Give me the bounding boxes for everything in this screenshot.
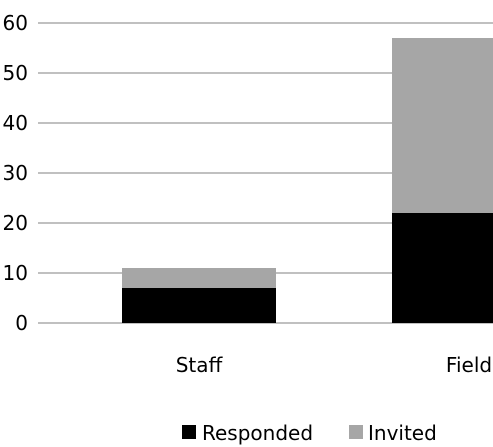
y-tick-label: 0 — [15, 311, 28, 335]
y-tick-label: 60 — [3, 11, 28, 35]
y-tick-label: 50 — [3, 61, 28, 85]
y-tick-label: 10 — [3, 261, 28, 285]
legend-label-responded: Responded — [202, 421, 313, 445]
y-tick-label: 30 — [3, 161, 28, 185]
bar-staff-invited — [122, 268, 276, 288]
y-axis-tick-labels: 0 10 20 30 40 50 60 — [3, 11, 28, 335]
y-tick-label: 40 — [3, 111, 28, 135]
x-axis-category-labels: Staff Field — [176, 353, 492, 377]
bar-staff-responded — [122, 288, 276, 323]
y-tick-label: 20 — [3, 211, 28, 235]
category-label-field: Field — [446, 353, 492, 377]
legend-label-invited: Invited — [368, 421, 437, 445]
bar-field-invited — [392, 38, 493, 213]
legend-swatch-invited — [349, 425, 363, 439]
legend-swatch-responded — [182, 425, 196, 439]
gridlines — [38, 22, 493, 324]
category-label-staff: Staff — [176, 353, 224, 377]
bars — [122, 38, 493, 323]
bar-field-responded — [392, 213, 493, 323]
legend: Responded Invited — [182, 421, 437, 445]
